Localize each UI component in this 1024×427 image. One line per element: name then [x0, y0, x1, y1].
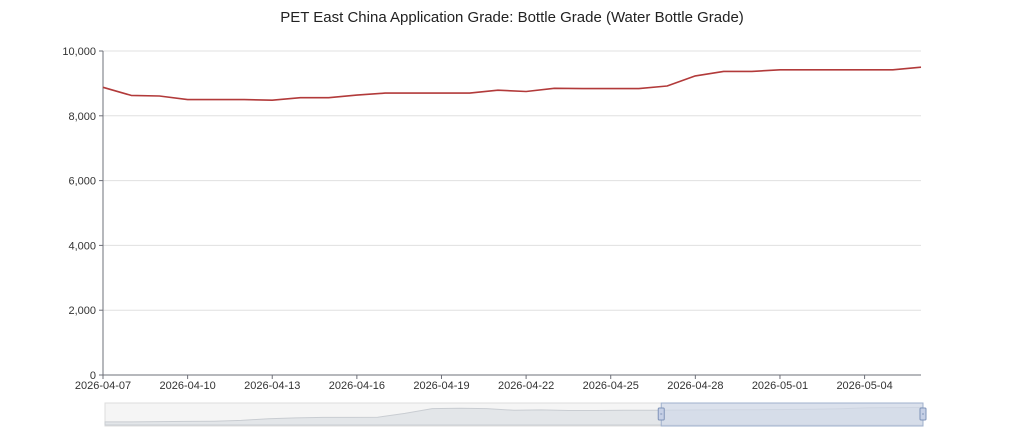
x-tick-label: 2026-04-22 — [498, 380, 554, 392]
x-axis-tick-labels: 2026-04-07 2026-04-10 2026-04-13 2026-04-16… — [75, 380, 893, 392]
x-tick-label: 2026-04-16 — [329, 380, 385, 392]
x-tick-label: 2026-05-04 — [836, 380, 892, 392]
data-zoom-slider — [104, 402, 927, 427]
axes — [99, 50, 921, 379]
series-layer — [102, 66, 922, 101]
grid-lines — [103, 50, 921, 311]
x-tick-label: 2026-04-19 — [413, 380, 469, 392]
y-axis-tick-labels: 0 2,000 4,000 6,000 8,000 10,000 — [62, 46, 96, 382]
x-tick-label: 2026-04-07 — [75, 380, 131, 392]
x-tick-label: 2026-04-28 — [667, 380, 723, 392]
y-tick-label: 4,000 — [68, 240, 96, 252]
y-tick-label: 0 — [90, 370, 96, 382]
y-tick-label: 2,000 — [68, 305, 96, 317]
y-tick-label: 6,000 — [68, 176, 96, 188]
series-line — [102, 66, 922, 101]
y-tick-label: 10,000 — [62, 46, 96, 58]
x-tick-label: 2026-05-01 — [752, 380, 808, 392]
x-tick-label: 2026-04-13 — [244, 380, 300, 392]
slider-selected-window[interactable] — [660, 402, 924, 427]
x-tick-label: 2026-04-10 — [159, 380, 215, 392]
y-tick-label: 8,000 — [68, 111, 96, 123]
x-tick-label: 2026-04-25 — [583, 380, 639, 392]
chart-title: PET East China Application Grade: Bottle… — [280, 9, 744, 26]
